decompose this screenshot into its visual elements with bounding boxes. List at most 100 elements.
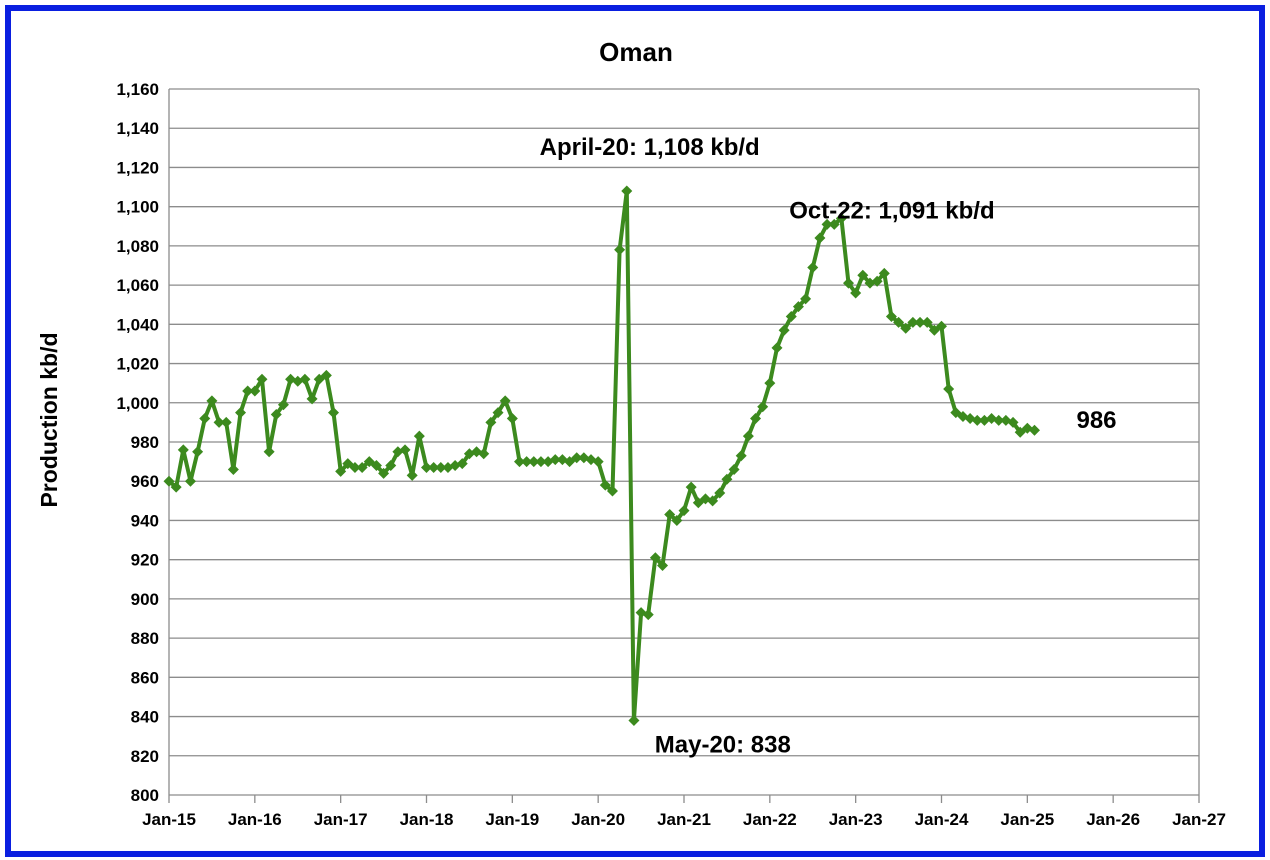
data-point [349, 461, 361, 473]
series-line [167, 189, 1036, 723]
y-tick-label: 1,160 [116, 80, 159, 99]
x-tick-label: Jan-18 [400, 810, 454, 829]
y-tick-labels: 800 820 840 860 880 900 920 940 960 980 1,000 1,020… [116, 80, 159, 805]
x-tick-label: Jan-23 [829, 810, 883, 829]
data-point [385, 460, 397, 472]
data-point [728, 463, 740, 475]
data-point [692, 497, 704, 509]
x-tick-label: Jan-15 [142, 810, 196, 829]
data-point [843, 277, 855, 289]
data-point [564, 456, 576, 468]
data-point [320, 369, 332, 381]
data-point [950, 407, 962, 419]
data-point [871, 275, 883, 287]
data-point [413, 430, 425, 442]
data-point [227, 463, 239, 475]
data-point [707, 495, 719, 507]
data-point [721, 473, 733, 485]
data-point [742, 430, 754, 442]
data-point [184, 475, 196, 487]
data-point [821, 218, 833, 230]
data-point [549, 454, 561, 466]
data-point [478, 448, 490, 460]
data-point [907, 316, 919, 328]
data-point [270, 409, 282, 421]
data-point [263, 446, 275, 458]
data-point [277, 399, 289, 411]
y-tick-label: 920 [131, 551, 159, 570]
y-tick-label: 800 [131, 786, 159, 805]
x-tick-label: Jan-27 [1172, 810, 1226, 829]
data-point [857, 269, 869, 281]
data-point [177, 444, 189, 456]
data-point [714, 487, 726, 499]
data-point [378, 467, 390, 479]
data-point [807, 261, 819, 273]
data-point [192, 446, 204, 458]
data-point [406, 469, 418, 481]
y-tick-label: 1,040 [116, 315, 159, 334]
data-point [428, 461, 440, 473]
data-point [885, 310, 897, 322]
data-point [206, 395, 218, 407]
x-tick-label: Jan-19 [485, 810, 539, 829]
data-point [435, 461, 447, 473]
annotation-label: 986 [1076, 407, 1116, 434]
y-tick-label: 940 [131, 511, 159, 530]
data-point [664, 509, 676, 521]
data-point [299, 373, 311, 385]
data-point [571, 452, 583, 464]
data-point [513, 456, 525, 468]
data-point [606, 485, 618, 497]
data-point [792, 301, 804, 313]
x-tick-label: Jan-20 [571, 810, 625, 829]
data-point [399, 444, 411, 456]
data-point [750, 412, 762, 424]
y-tick-label: 880 [131, 629, 159, 648]
data-point [828, 218, 840, 230]
data-point [328, 407, 340, 419]
x-tick-label: Jan-25 [1000, 810, 1054, 829]
data-point [671, 514, 683, 526]
data-point [878, 267, 890, 279]
data-point [685, 481, 697, 493]
data-point [928, 324, 940, 336]
data-point [249, 385, 261, 397]
data-point [499, 395, 511, 407]
data-point [535, 456, 547, 468]
data-point [735, 450, 747, 462]
data-point [893, 316, 905, 328]
data-point [621, 185, 633, 197]
data-point [506, 412, 518, 424]
y-tick-label: 1,120 [116, 158, 159, 177]
data-point [614, 244, 626, 256]
y-tick-label: 1,060 [116, 276, 159, 295]
data-point [421, 461, 432, 473]
y-tick-label: 1,140 [116, 119, 159, 138]
data-point [757, 401, 769, 413]
data-point [220, 416, 232, 428]
annotation-label: Oct-22: 1,091 kb/d [789, 197, 994, 224]
annotation-label: May-20: 838 [655, 731, 791, 758]
x-tick-label: Jan-17 [314, 810, 368, 829]
y-tick-label: 1,100 [116, 198, 159, 217]
x-tick-label: Jan-26 [1086, 810, 1140, 829]
data-point [649, 552, 661, 564]
y-tick-label: 960 [131, 472, 159, 491]
data-point [485, 416, 497, 428]
data-point [599, 479, 611, 491]
y-tick-label: 980 [131, 433, 159, 452]
data-point [199, 412, 211, 424]
y-tick-label: 1,080 [116, 237, 159, 256]
x-tick-label: Jan-24 [915, 810, 969, 829]
y-tick-label: 840 [131, 708, 159, 727]
data-point [170, 481, 182, 493]
data-point [936, 320, 947, 332]
data-point [370, 460, 382, 472]
data-point [921, 316, 933, 328]
data-point [835, 212, 847, 224]
y-axis-label: Production kb/d [36, 332, 62, 507]
y-tick-label: 820 [131, 747, 159, 766]
data-point [335, 465, 347, 477]
data-point [764, 377, 776, 389]
